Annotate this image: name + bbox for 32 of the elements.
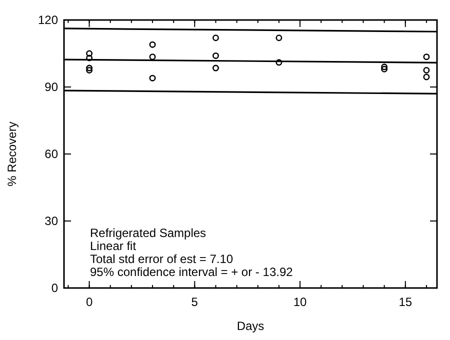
point <box>381 66 388 72</box>
x-tick-label: 15 <box>398 295 412 309</box>
point <box>86 67 93 74</box>
annotation: 95% confidence interval = + or - 13.92 <box>90 265 294 279</box>
x-tick-label: 0 <box>86 295 93 309</box>
annotation: Linear fit <box>90 239 137 253</box>
point <box>86 64 93 72</box>
y-tick-label: 30 <box>44 214 58 228</box>
annotation: Total std error of est = 7.10 <box>90 252 234 266</box>
point <box>149 74 156 82</box>
y-tick-label: 0 <box>51 281 58 295</box>
point <box>381 64 388 70</box>
point <box>423 74 430 80</box>
point <box>149 41 156 48</box>
point <box>423 67 430 74</box>
x-axis-title: Days <box>236 319 264 333</box>
point <box>149 54 156 60</box>
point <box>276 59 282 66</box>
x-tick-label: 10 <box>293 295 308 309</box>
y-axis-title: % Recovery <box>5 122 19 186</box>
point <box>212 34 219 42</box>
y-tick-label: 120 <box>38 13 58 27</box>
y-tick-label: 60 <box>44 147 58 161</box>
point <box>423 54 430 60</box>
point <box>86 50 93 57</box>
point <box>86 54 93 62</box>
annotation: Refrigerated Samples <box>90 226 206 240</box>
x-tick-label: 5 <box>191 295 198 309</box>
point <box>212 52 219 59</box>
point <box>212 64 219 72</box>
point <box>276 34 282 42</box>
y-tick-label: 90 <box>44 80 58 94</box>
